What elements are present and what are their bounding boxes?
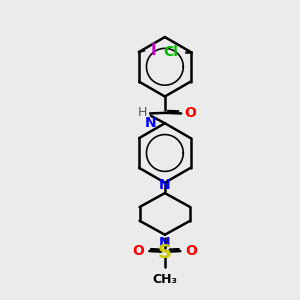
Text: CH₃: CH₃ (152, 273, 177, 286)
Text: H: H (138, 106, 147, 119)
Text: N: N (159, 178, 171, 192)
Text: O: O (184, 106, 196, 120)
Text: Cl: Cl (163, 45, 178, 59)
Text: I: I (150, 43, 156, 58)
Text: N: N (159, 236, 171, 250)
Text: S: S (158, 243, 172, 262)
Text: O: O (133, 244, 144, 258)
Text: N: N (145, 116, 157, 130)
Text: O: O (185, 244, 197, 258)
